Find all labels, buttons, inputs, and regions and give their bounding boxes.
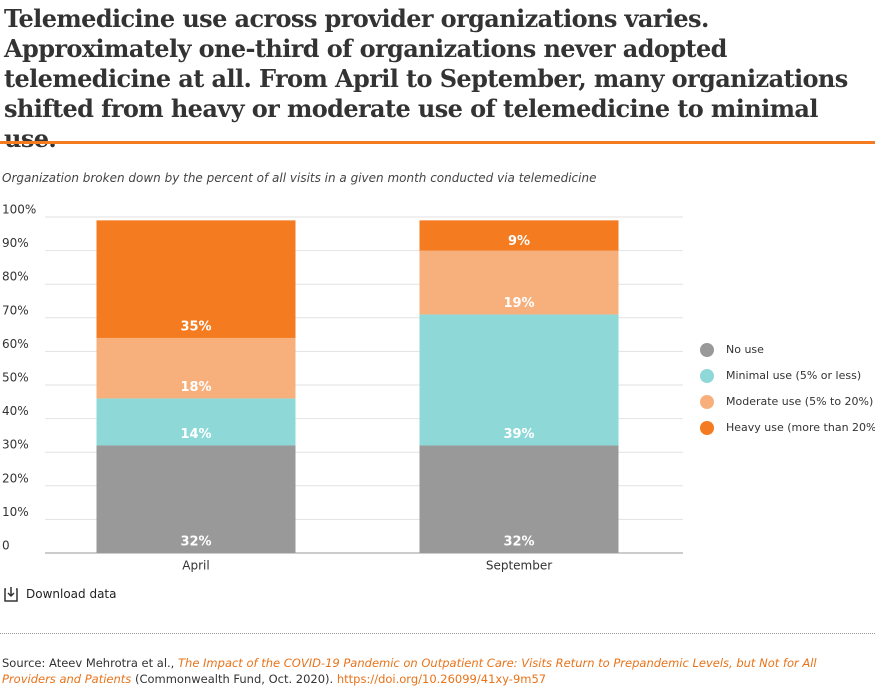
bar-segment [96, 398, 296, 446]
divider [0, 633, 875, 634]
bar-segment [96, 220, 296, 338]
bar-segment [419, 220, 619, 251]
bar-segment [419, 250, 619, 315]
y-tick-label: 40% [2, 404, 29, 418]
data-label: 14% [180, 427, 211, 442]
headline: Telemedicine use across provider organiz… [4, 4, 848, 153]
data-label: 9% [508, 234, 530, 249]
legend-label: Moderate use (5% to 20%) [726, 395, 873, 408]
legend-swatch [700, 343, 714, 357]
rule [0, 141, 875, 144]
data-label: 39% [503, 427, 534, 442]
data-label: 32% [503, 535, 534, 550]
bar-segment [96, 445, 296, 553]
y-tick-label: 100% [2, 203, 36, 217]
y-tick-label: 20% [2, 471, 29, 485]
y-tick-label: 50% [2, 371, 29, 385]
data-label: 35% [180, 319, 211, 334]
source-prefix: Source: Ateev Mehrotra et al., [2, 656, 175, 670]
chart: 0 10% 20% 30% 40% 50% 60% 70% 80% 90% 100% April 32%… [2, 203, 875, 573]
legend-swatch [700, 369, 714, 383]
bar-segment [96, 337, 296, 399]
bar-segment [419, 314, 619, 446]
source-suffix: (Commonwealth Fund, Oct. 2020). [134, 672, 334, 686]
legend-label: No use [726, 343, 764, 356]
bar-segment [419, 445, 619, 553]
y-tick-label: 90% [2, 236, 29, 250]
y-tick-label: 60% [2, 337, 29, 351]
data-label: 19% [503, 296, 534, 311]
download-label[interactable]: Download data [26, 587, 117, 601]
download-button[interactable]: Download data [4, 586, 117, 602]
data-label: 32% [180, 535, 211, 550]
legend-swatch [700, 395, 714, 409]
subtitle: Organization broken down by the percent … [2, 171, 597, 185]
legend-label: Heavy use (more than 20%) [726, 421, 875, 434]
legend-swatch [700, 421, 714, 435]
y-tick-label: 30% [2, 438, 29, 452]
x-tick-label: September [486, 559, 552, 573]
y-tick-label: 70% [2, 303, 29, 317]
source: Source: Ateev Mehrotra et al., The Impac… [2, 655, 842, 687]
legend-label: Minimal use (5% or less) [726, 369, 861, 382]
x-tick-label: April [182, 559, 209, 573]
y-tick-label: 80% [2, 270, 29, 284]
y-tick-label: 0 [2, 539, 10, 553]
source-doi[interactable]: https://doi.org/10.26099/41xy-9m57 [336, 672, 547, 686]
source-link[interactable]: The Impact of the COVID-19 Pandemic on O… [2, 656, 817, 686]
y-tick-label: 10% [2, 505, 29, 519]
download-icon [4, 587, 18, 602]
data-label: 18% [180, 380, 211, 395]
